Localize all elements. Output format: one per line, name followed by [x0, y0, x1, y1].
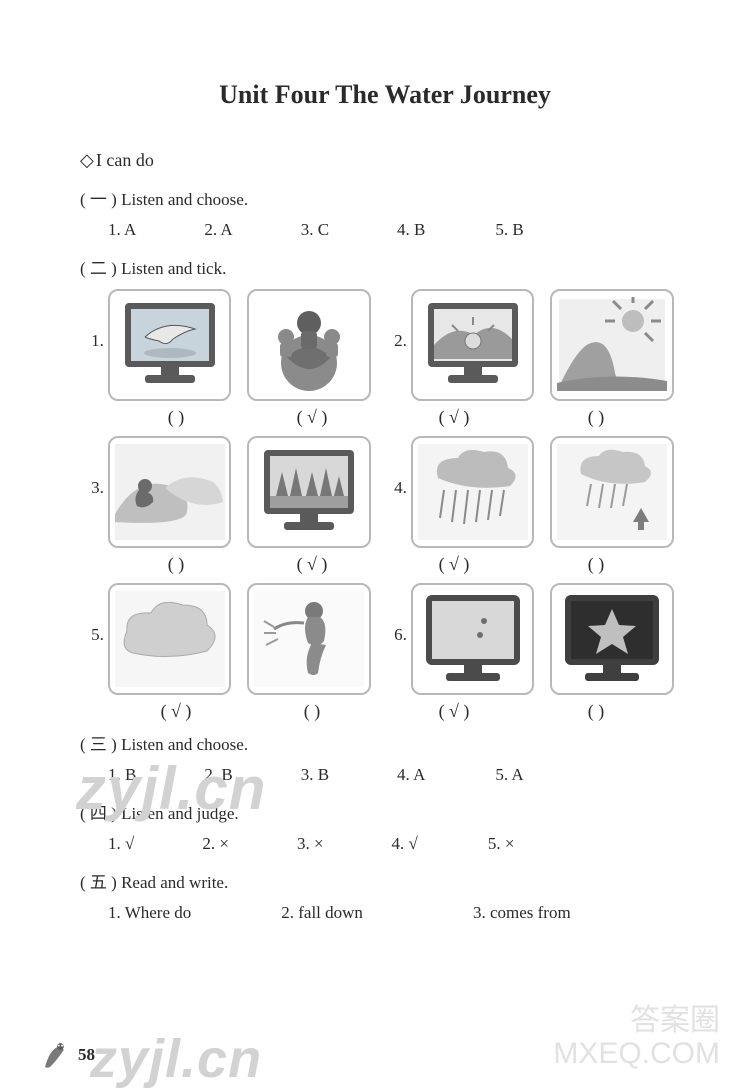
tile-kids-globe: [247, 289, 371, 401]
section-4-heading: ( 四 ) Listen and judge.: [80, 799, 690, 824]
tile-monitor-forest: [247, 436, 371, 548]
row-number: 4.: [387, 478, 407, 498]
answer-item: 1. A: [108, 220, 136, 240]
answer-cell: ( ): [108, 554, 244, 575]
answer-cell: ( ): [244, 701, 380, 722]
tile-girl-water: [247, 583, 371, 695]
answer-cell: ( √ ): [380, 554, 528, 575]
image-row: 1. 2.: [84, 289, 690, 401]
tile-monitor-star: [550, 583, 674, 695]
answer-cell: ( √ ): [108, 701, 244, 722]
answer-item: 3. ×: [297, 834, 324, 854]
row-number: 6.: [387, 625, 407, 645]
lead-text: I can do: [96, 150, 154, 170]
section-5-answers: 1. Where do 2. fall down 3. comes from: [108, 903, 690, 923]
answer-item: 1. √: [108, 834, 134, 854]
answer-item: 2. A: [204, 220, 232, 240]
answer-cell: ( √ ): [244, 407, 380, 428]
answer-row: ( ) ( √ ) ( √ ) ( ): [108, 407, 690, 428]
answer-item: 4. B: [397, 220, 425, 240]
section-5-heading: ( 五 ) Read and write.: [80, 868, 690, 893]
section-3-heading: ( 三 ) Listen and choose.: [80, 730, 690, 755]
wave-swimmer-icon: [115, 444, 225, 540]
image-row: 5. 6.: [84, 583, 690, 695]
answer-cell: ( ): [528, 407, 664, 428]
evap-cloud-icon: [557, 444, 667, 540]
section-1-heading: ( 一 ) Listen and choose.: [80, 185, 690, 210]
row-number: 2.: [387, 331, 407, 351]
pencil-icon: [40, 1038, 74, 1072]
answer-cell: ( ): [108, 407, 244, 428]
answer-row: ( √ ) ( ) ( √ ) ( ): [108, 701, 690, 722]
answer-item: 1. B: [108, 765, 136, 785]
answer-cell: ( √ ): [244, 554, 380, 575]
page-number-area: 58: [40, 1038, 95, 1072]
unit-title: Unit Four The Water Journey: [80, 80, 690, 110]
page-number: 58: [78, 1045, 95, 1065]
diamond-icon: ◇: [80, 150, 94, 170]
answer-cell: ( ): [528, 701, 664, 722]
answer-row: ( ) ( √ ) ( √ ) ( ): [108, 554, 690, 575]
section-2-heading: ( 二 ) Listen and tick.: [80, 254, 690, 279]
answer-item: 4. A: [397, 765, 425, 785]
monitor-sunrise-icon: [418, 297, 528, 393]
answer-cell: ( √ ): [380, 701, 528, 722]
tile-evap-cloud: [550, 436, 674, 548]
answer-item: 2. ×: [202, 834, 229, 854]
row-number: 1.: [84, 331, 104, 351]
kids-globe-icon: [254, 297, 364, 393]
tile-monitor-moon: [411, 583, 535, 695]
answer-item: 2. B: [204, 765, 232, 785]
tile-wave-swimmer: [108, 436, 232, 548]
answer-item: 2. fall down: [281, 903, 363, 923]
answer-item: 1. Where do: [108, 903, 191, 923]
answer-cell: ( ): [528, 554, 664, 575]
tile-cloud: [108, 583, 232, 695]
watermark: zyjl.cn: [90, 1028, 262, 1090]
answer-cell: ( √ ): [380, 407, 528, 428]
tile-sun-landscape: [550, 289, 674, 401]
section-1-answers: 1. A 2. A 3. C 4. B 5. B: [108, 220, 690, 240]
cloud-icon: [115, 591, 225, 687]
image-row: 3. 4.: [84, 436, 690, 548]
answer-item: 3. C: [301, 220, 329, 240]
monitor-plane-icon: [115, 297, 225, 393]
answer-item: 3. comes from: [473, 903, 571, 923]
answer-item: 5. A: [495, 765, 523, 785]
answer-item: 4. √: [392, 834, 418, 854]
answer-item: 5. ×: [488, 834, 515, 854]
section-4-answers: 1. √ 2. × 3. × 4. √ 5. ×: [108, 834, 690, 854]
tile-monitor-plane: [108, 289, 232, 401]
girl-water-icon: [254, 591, 364, 687]
tile-rain-cloud: [411, 436, 535, 548]
row-number: 3.: [84, 478, 104, 498]
watermark: 答案圈MXEQ.COM: [553, 1004, 720, 1070]
tile-monitor-sunrise: [411, 289, 535, 401]
monitor-star-icon: [557, 591, 667, 687]
rain-cloud-icon: [418, 444, 528, 540]
lead-line: ◇I can do: [80, 150, 690, 171]
answer-item: 3. B: [301, 765, 329, 785]
sun-landscape-icon: [557, 297, 667, 393]
answer-item: 5. B: [495, 220, 523, 240]
row-number: 5.: [84, 625, 104, 645]
monitor-forest-icon: [254, 444, 364, 540]
monitor-moon-icon: [418, 591, 528, 687]
section-3-answers: 1. B 2. B 3. B 4. A 5. A: [108, 765, 690, 785]
